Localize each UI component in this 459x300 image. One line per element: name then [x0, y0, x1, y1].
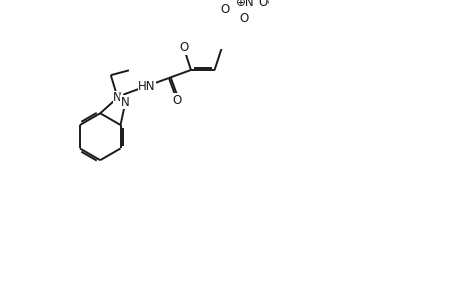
Text: N: N: [113, 91, 122, 104]
Text: HN: HN: [138, 80, 155, 92]
Text: O: O: [172, 94, 181, 106]
Text: ⊖: ⊖: [260, 0, 268, 7]
Text: O: O: [257, 0, 267, 9]
Text: ⊕N: ⊕N: [235, 0, 254, 9]
Text: O: O: [179, 41, 188, 54]
Text: O: O: [220, 3, 229, 16]
Text: O: O: [238, 12, 247, 25]
Text: N: N: [121, 96, 129, 109]
